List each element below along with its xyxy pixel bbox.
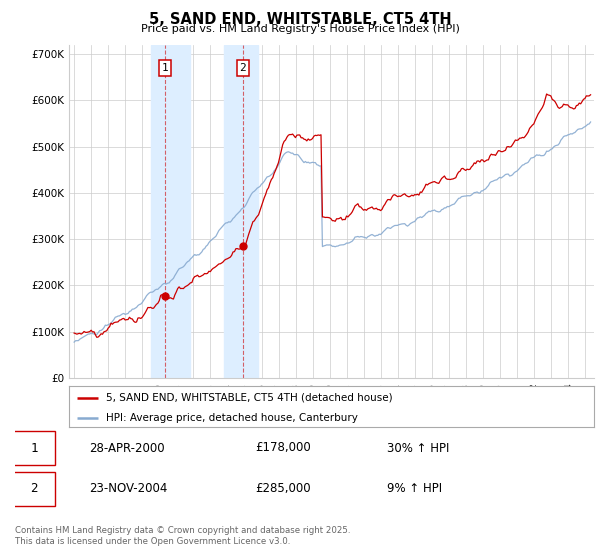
Text: £285,000: £285,000 [256, 482, 311, 496]
Text: Contains HM Land Registry data © Crown copyright and database right 2025.
This d: Contains HM Land Registry data © Crown c… [15, 526, 350, 546]
Text: 30% ↑ HPI: 30% ↑ HPI [388, 441, 450, 455]
Text: HPI: Average price, detached house, Canterbury: HPI: Average price, detached house, Cant… [106, 413, 358, 423]
Bar [224, 45, 258, 378]
Text: Price paid vs. HM Land Registry's House Price Index (HPI): Price paid vs. HM Land Registry's House … [140, 24, 460, 34]
Text: 5, SAND END, WHITSTABLE, CT5 4TH (detached house): 5, SAND END, WHITSTABLE, CT5 4TH (detach… [106, 393, 392, 403]
FancyBboxPatch shape [12, 472, 55, 506]
Text: 2: 2 [30, 482, 38, 496]
Text: 9% ↑ HPI: 9% ↑ HPI [388, 482, 443, 496]
FancyBboxPatch shape [12, 431, 55, 465]
Text: £178,000: £178,000 [256, 441, 311, 455]
Text: 1: 1 [161, 63, 168, 73]
Text: 23-NOV-2004: 23-NOV-2004 [89, 482, 168, 496]
Text: 2: 2 [239, 63, 246, 73]
Bar [151, 45, 190, 378]
Text: 5, SAND END, WHITSTABLE, CT5 4TH: 5, SAND END, WHITSTABLE, CT5 4TH [149, 12, 451, 27]
Text: 28-APR-2000: 28-APR-2000 [89, 441, 165, 455]
Text: 1: 1 [30, 441, 38, 455]
